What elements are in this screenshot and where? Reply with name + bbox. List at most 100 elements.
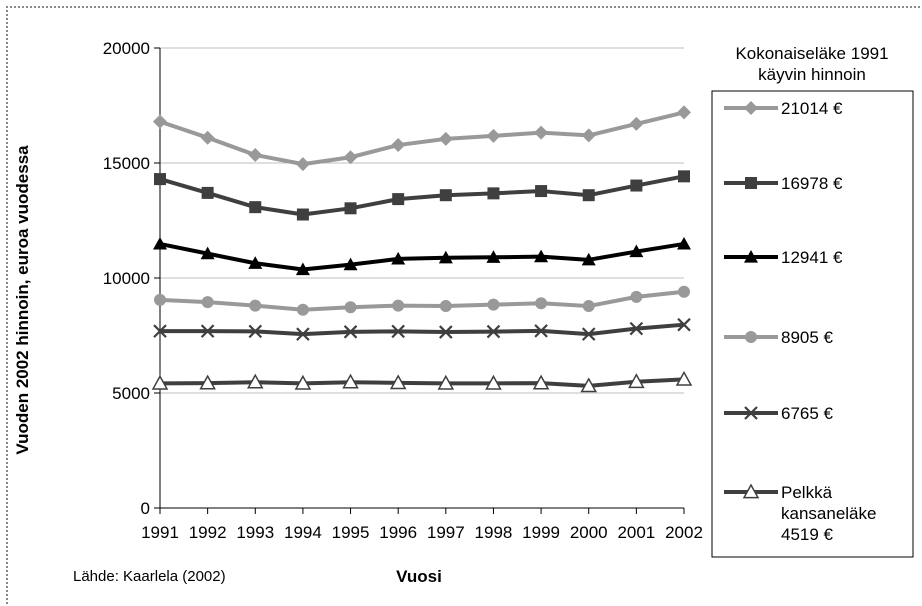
data-point xyxy=(151,374,169,390)
data-point xyxy=(486,324,501,339)
legend-label: 6765 € xyxy=(781,404,834,423)
legend-label: 8905 € xyxy=(781,328,834,347)
series-2 xyxy=(154,170,690,221)
data-point xyxy=(153,236,167,250)
data-point xyxy=(439,300,452,313)
data-point xyxy=(200,130,215,145)
legend-item-3: 12941 € xyxy=(724,248,843,267)
data-point xyxy=(154,293,166,306)
data-point xyxy=(199,374,216,390)
marker-stroke xyxy=(486,324,501,339)
data-point xyxy=(249,299,262,312)
data-point xyxy=(630,290,643,303)
legend-swatch-marker xyxy=(744,250,758,263)
data-point xyxy=(392,299,405,312)
series-3 xyxy=(153,236,691,276)
data-point xyxy=(391,324,405,339)
legend-swatch-marker xyxy=(745,331,757,343)
data-point xyxy=(248,256,263,269)
data-point xyxy=(486,128,501,143)
legend-item-6: Pelkkä kansaneläke 4519 € xyxy=(724,483,876,544)
data-point xyxy=(439,189,452,202)
series-4 xyxy=(154,285,690,316)
data-point xyxy=(343,150,358,165)
marker-stroke xyxy=(629,321,644,336)
y-axis-title: Vuoden 2002 hinnoin, euroa vuodessa xyxy=(13,145,32,455)
data-point xyxy=(675,370,693,386)
marker-stroke xyxy=(296,327,310,341)
data-point xyxy=(391,251,406,265)
marker-stroke xyxy=(153,324,167,338)
data-point xyxy=(534,249,549,263)
data-point xyxy=(343,257,358,271)
data-point xyxy=(677,317,691,332)
data-point xyxy=(438,250,453,264)
x-tick-label: 2002 xyxy=(665,523,703,542)
legend-title: Kokonaiseläke 1991 käyvin hinnoin xyxy=(735,44,888,84)
x-tick-label: 1999 xyxy=(522,523,560,542)
data-point xyxy=(248,147,263,162)
x-tick-label: 1993 xyxy=(236,523,274,542)
x-tick-label: 1994 xyxy=(284,523,322,542)
series-line xyxy=(159,377,685,388)
marker-stroke xyxy=(677,317,691,332)
legend-title-line: Kokonaiseläke 1991 xyxy=(735,44,888,63)
data-point xyxy=(296,303,309,316)
data-point xyxy=(677,236,691,250)
x-tick-label: 1996 xyxy=(379,523,417,542)
data-point xyxy=(389,374,407,390)
legend-item-5: 6765 € xyxy=(724,404,834,423)
data-point xyxy=(296,208,309,221)
data-point xyxy=(201,296,214,309)
data-point xyxy=(248,324,263,339)
y-tick-label: 0 xyxy=(141,499,150,518)
x-tick-label: 1992 xyxy=(189,523,227,542)
y-tick-label: 10000 xyxy=(103,269,150,288)
legend-item-1: 21014 € xyxy=(724,99,843,118)
marker-stroke xyxy=(248,324,263,339)
data-point xyxy=(629,321,644,336)
legend-swatch-marker xyxy=(745,177,757,189)
series-line xyxy=(159,174,685,217)
data-point xyxy=(200,324,215,338)
series-line xyxy=(160,322,685,337)
x-tick-label: 1991 xyxy=(141,523,179,542)
legend-box xyxy=(711,90,914,558)
data-point xyxy=(153,324,167,338)
series-line xyxy=(159,110,685,167)
data-point xyxy=(678,285,690,298)
data-point xyxy=(534,125,549,140)
marker-stroke xyxy=(744,406,758,420)
legend-swatch-marker xyxy=(744,406,758,420)
data-point xyxy=(582,189,595,202)
data-point xyxy=(678,170,690,183)
marker-stroke xyxy=(534,324,548,338)
data-point xyxy=(296,327,310,341)
legend-item-2: 16978 € xyxy=(724,174,843,193)
gridlines xyxy=(160,47,684,394)
data-point xyxy=(629,116,644,131)
legend-label: 4519 € xyxy=(781,525,834,544)
data-point xyxy=(630,179,643,192)
x-tick-label: 1998 xyxy=(475,523,513,542)
data-point xyxy=(628,373,645,389)
y-tick-label: 15000 xyxy=(103,154,150,173)
x-axis-title: Vuosi xyxy=(396,567,442,586)
y-tick-label: 20000 xyxy=(103,39,150,58)
data-point xyxy=(392,193,405,206)
legend-title-line: käyvin hinnoin xyxy=(758,65,866,84)
data-point xyxy=(581,128,596,143)
marker-stroke xyxy=(439,325,453,339)
data-point xyxy=(534,324,548,338)
data-point xyxy=(438,131,453,146)
legend-item-4: 8905 € xyxy=(724,328,834,347)
legend-label: 21014 € xyxy=(781,99,843,118)
data-point xyxy=(201,186,214,199)
legend-label: 16978 € xyxy=(781,174,843,193)
data-point xyxy=(485,374,502,390)
data-point xyxy=(344,301,357,314)
data-point xyxy=(200,246,215,260)
data-point xyxy=(487,187,500,200)
marker-stroke xyxy=(581,327,596,341)
series-1 xyxy=(153,105,691,172)
